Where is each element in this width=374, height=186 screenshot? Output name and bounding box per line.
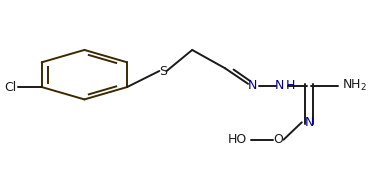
Text: S: S xyxy=(159,65,167,78)
Text: N: N xyxy=(304,116,314,129)
Text: NH$_2$: NH$_2$ xyxy=(342,78,367,93)
Text: Cl: Cl xyxy=(4,81,16,94)
Text: N: N xyxy=(248,79,257,92)
Text: N: N xyxy=(275,79,285,92)
Text: H: H xyxy=(286,79,295,92)
Text: O: O xyxy=(273,133,283,146)
Text: HO: HO xyxy=(228,133,247,146)
